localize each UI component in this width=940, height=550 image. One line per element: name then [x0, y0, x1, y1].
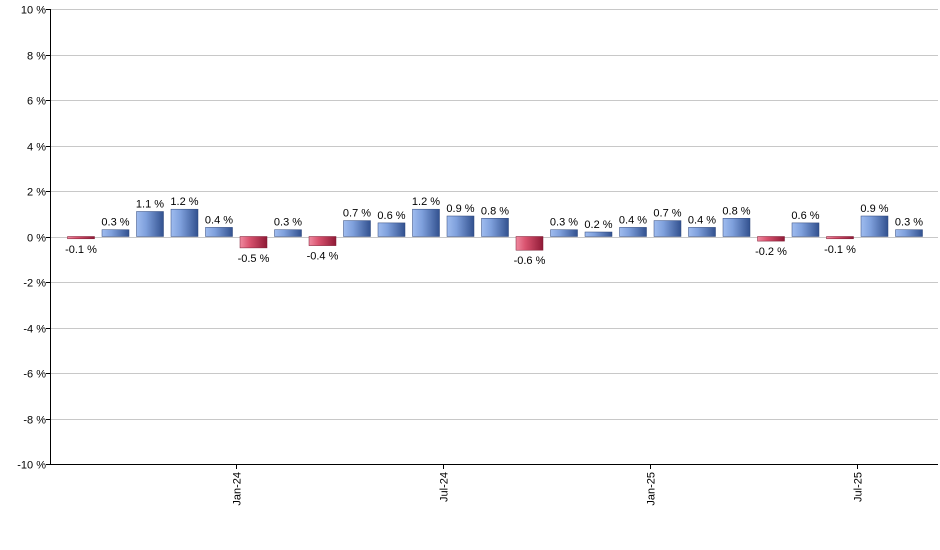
bar-value-label: 1.2 %	[412, 196, 440, 208]
bar-value-label: 0.9 %	[860, 203, 888, 215]
bar	[722, 218, 751, 237]
bar-value-label: -0.6 %	[514, 255, 546, 267]
bar	[412, 208, 440, 237]
axes	[50, 9, 938, 465]
y-tick-label: -10 %	[17, 460, 46, 472]
bar-value-label: -0.4 %	[307, 251, 339, 263]
bar-value-label: 0.3 %	[101, 217, 129, 229]
bar-value-label: 0.2 %	[584, 219, 612, 231]
bar	[826, 236, 854, 240]
bar-value-label: 0.6 %	[377, 210, 405, 222]
bar	[791, 222, 820, 237]
bar-value-label: 0.4 %	[205, 214, 233, 226]
x-tick-label: Jan-24	[232, 472, 244, 506]
bar-value-label: 0.8 %	[481, 205, 509, 217]
bar-value-label: 0.3 %	[550, 217, 578, 229]
bar-value-label: 0.7 %	[653, 208, 681, 220]
bar-value-label: 0.3 %	[274, 217, 302, 229]
bar	[136, 211, 164, 237]
bar	[377, 222, 406, 237]
y-tick-label: 6 %	[27, 96, 46, 108]
y-tick-label: -6 %	[23, 369, 46, 381]
bar	[653, 220, 682, 237]
bar	[170, 208, 199, 237]
bar-value-label: 0.3 %	[895, 217, 923, 229]
x-tick-label: Jul-24	[439, 472, 451, 502]
gridlines	[50, 9, 938, 465]
bar	[239, 236, 268, 249]
bar	[308, 236, 337, 246]
bar	[860, 215, 889, 237]
bar	[584, 231, 613, 237]
x-axis-ticks: Jan-24 Jul-24 Jan-25 Jul-25	[232, 464, 865, 506]
y-tick-label: 2 %	[27, 187, 46, 199]
x-tick-label: Jul-25	[853, 472, 865, 502]
bar	[619, 227, 647, 237]
y-tick-label: 0 %	[27, 233, 46, 245]
bar	[274, 229, 302, 237]
bar	[550, 229, 578, 237]
bar	[343, 220, 371, 237]
y-tick-label: -4 %	[23, 324, 46, 336]
y-tick-label: 8 %	[27, 51, 46, 63]
y-tick-label: 10 %	[21, 5, 46, 17]
bar-value-label: -0.1 %	[65, 244, 97, 256]
bar	[895, 229, 923, 237]
bar-value-label: 0.7 %	[343, 208, 371, 220]
y-tick-label: -8 %	[23, 415, 46, 427]
bar	[67, 236, 95, 240]
bar	[101, 229, 130, 237]
bar-value-label: 0.9 %	[446, 203, 474, 215]
bar-value-label: -0.2 %	[755, 246, 787, 258]
bar	[446, 215, 475, 237]
bar-value-label: 0.6 %	[791, 210, 819, 222]
y-tick-label: -2 %	[23, 278, 46, 290]
data-labels: -0.1 % 0.3 % 1.1 % 1.2 % 0.4 % -0.5 % 0.3 % -0.…	[65, 196, 923, 267]
bar	[688, 227, 716, 237]
bar	[481, 218, 509, 237]
bars	[67, 208, 923, 251]
y-axis-ticks: 10 % 8 % 6 % 4 % 2 % 0 % -2 % -4 % -6 % -8 % -10 %	[17, 5, 50, 472]
bar-value-label: 0.4 %	[619, 214, 647, 226]
bar-value-label: -0.5 %	[238, 253, 270, 265]
bar	[757, 236, 785, 242]
bar-value-label: 1.1 %	[136, 199, 164, 211]
y-tick-label: 4 %	[27, 142, 46, 154]
bar-value-label: 1.2 %	[170, 196, 198, 208]
bar-value-label: 0.8 %	[722, 205, 750, 217]
bar	[205, 227, 233, 237]
bar-value-label: 0.4 %	[688, 214, 716, 226]
bar	[515, 236, 544, 251]
bar-value-label: -0.1 %	[824, 244, 856, 256]
x-tick-label: Jan-25	[646, 472, 658, 506]
